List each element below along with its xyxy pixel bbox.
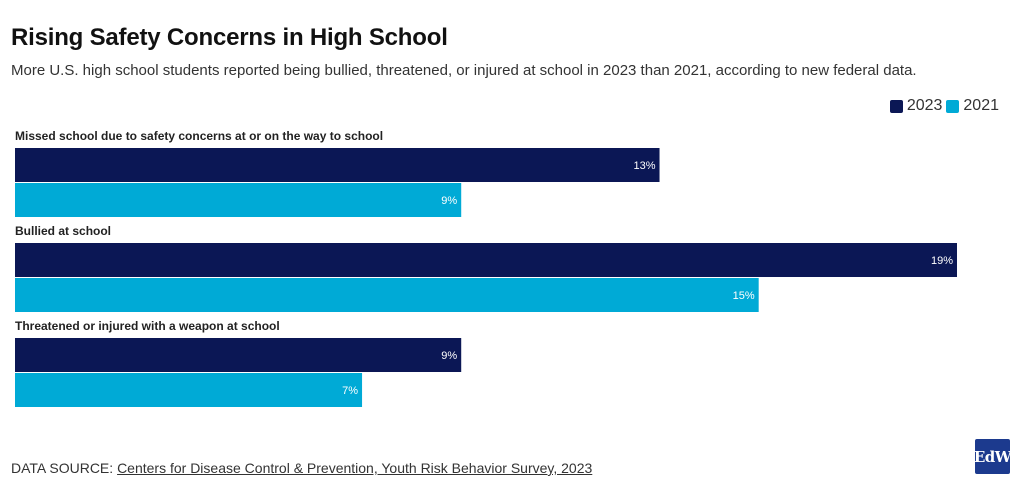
bar-2023-3[interactable] xyxy=(15,338,462,372)
legend-item-2023[interactable]: 2023 xyxy=(889,97,943,115)
category-label-bullied-at-school: Bullied at school xyxy=(15,224,111,238)
category-label-threatened-or-injured-with-a-weapon-at-s: Threatened or injured with a weapon at s… xyxy=(15,319,280,333)
bar-2023-1[interactable] xyxy=(15,148,660,182)
bar-2023-2[interactable] xyxy=(15,243,957,277)
bar-2021-1[interactable] xyxy=(15,183,462,217)
bar-value-label-2023-3: 9% xyxy=(441,350,457,362)
category-label-missed-school-due-to-safety-concerns-at-: Missed school due to safety concerns at … xyxy=(15,129,383,143)
edweek-logo[interactable]: EdW xyxy=(974,439,1012,474)
data-source: DATA SOURCE: Centers for Disease Control… xyxy=(11,460,592,476)
legend-swatch-2023 xyxy=(889,99,903,113)
bar-value-label-2021-3: 7% xyxy=(342,385,358,397)
data-source-link[interactable]: Centers for Disease Control & Prevention… xyxy=(117,460,593,476)
bar-value-label-2023-2: 19% xyxy=(931,255,953,267)
bar-2021-2[interactable] xyxy=(15,278,759,312)
bar-chart: Missed school due to safety concerns at … xyxy=(15,129,957,407)
chart-subtitle: More U.S. high school students reported … xyxy=(11,62,917,79)
legend-label-2021: 2021 xyxy=(963,97,999,114)
legend-label-2023: 2023 xyxy=(906,97,943,114)
legend-swatch-2021 xyxy=(946,99,960,113)
legend-item-2021[interactable]: 2021 xyxy=(946,97,999,115)
chart-title: Rising Safety Concerns in High School xyxy=(11,24,448,51)
bar-2021-3[interactable] xyxy=(15,373,363,407)
bar-value-label-2021-1: 9% xyxy=(441,195,457,207)
bar-value-label-2021-2: 15% xyxy=(733,290,755,302)
chart-legend: 2023 2021 xyxy=(886,97,999,115)
data-source-prefix: DATA SOURCE: xyxy=(11,460,114,476)
bar-value-label-2023-1: 13% xyxy=(633,160,655,172)
